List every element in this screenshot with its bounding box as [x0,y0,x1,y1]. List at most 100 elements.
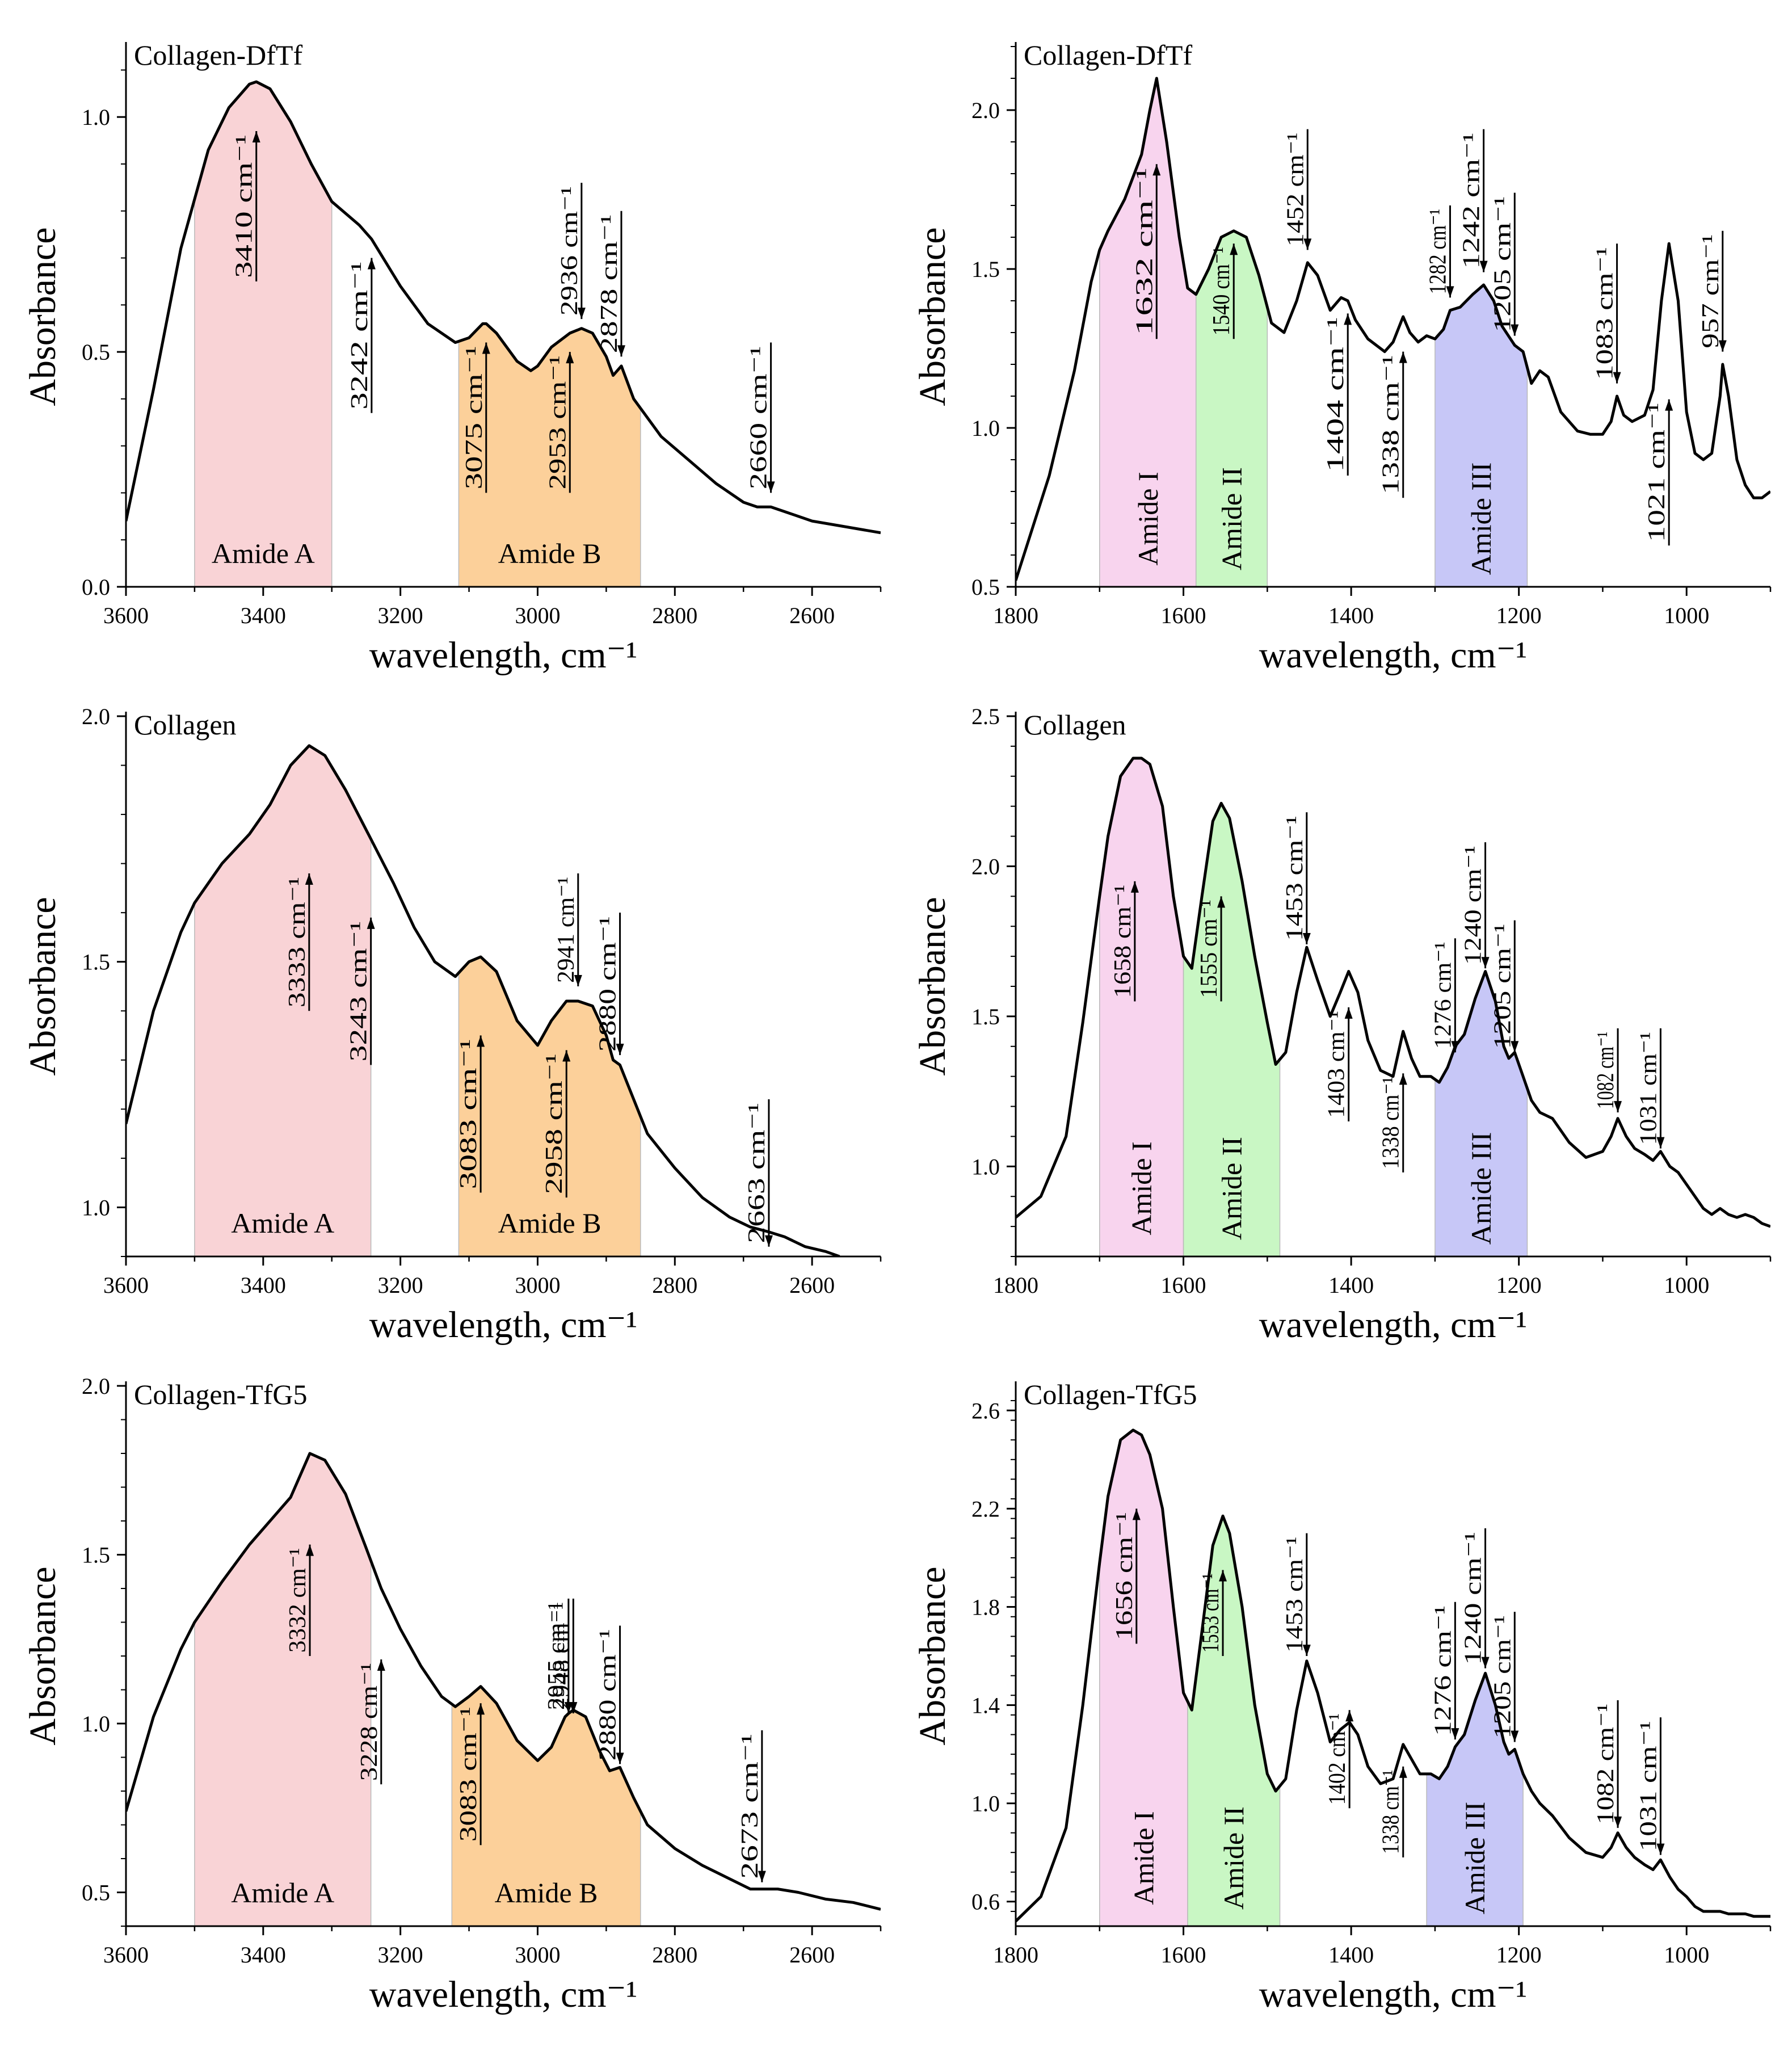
peak-label: 1021 cm⁻¹ [1644,403,1670,543]
peak-annotation: 2936 cm⁻¹ [557,183,586,320]
peak-arrow-head [482,342,490,354]
peak-label: 2936 cm⁻¹ [557,186,583,316]
peak-label: 3410 cm⁻¹ [232,135,258,278]
peak-arrow-head [1511,324,1519,336]
peak-annotation: 1282 cm⁻¹ [1425,205,1454,298]
peak-arrow-head [1656,1843,1665,1855]
peak-arrow-head [1217,896,1226,908]
band-amide-a [194,1453,372,1926]
y-tick-label: 1.0 [82,1195,110,1220]
band-label: Amide A [231,1877,334,1909]
peak-arrow-head [1344,1007,1353,1019]
x-tick-label: 1400 [1328,1272,1374,1298]
band-label: Amide B [498,1207,601,1239]
peak-annotation: 1082 cm⁻¹ [1593,1700,1622,1828]
peak-label: 3242 cm⁻¹ [347,262,373,410]
spectrum-line [1016,1428,1770,1923]
peak-arrow-head [569,1702,578,1714]
peak-arrow-head [367,258,376,270]
peak-arrow-head [767,481,775,493]
peak-annotation: 3410 cm⁻¹ [232,131,260,281]
y-tick-label: 2.0 [82,1373,110,1399]
peak-annotation: 2953 cm⁻¹ [545,352,574,493]
peak-arrow-head [1451,1728,1459,1740]
band-label: Amide B [498,537,601,569]
peak-annotation: 3332 cm⁻¹ [285,1544,314,1656]
peak-annotation: 1031 cm⁻¹ [1635,1717,1665,1855]
peak-annotation: 1276 cm⁻¹ [1430,1602,1459,1740]
peak-annotation: 3083 cm⁻¹ [456,1703,485,1846]
peak-annotation: 1338 cm⁻¹ [1378,1073,1407,1172]
peak-annotation: 1632 cm⁻¹ [1131,164,1161,339]
peak-label: 3243 cm⁻¹ [346,921,372,1062]
peak-annotation: 2880 cm⁻¹ [595,1625,624,1764]
peak-label: 1205 cm⁻¹ [1490,1615,1516,1738]
peak-annotation: 1205 cm⁻¹ [1490,1612,1519,1742]
peak-arrow-head [1479,260,1488,272]
peak-label: 1404 cm⁻¹ [1323,317,1349,472]
peak-annotation: 1338 cm⁻¹ [1378,1766,1407,1857]
peak-label: 2673 cm⁻¹ [737,1734,763,1879]
y-tick-label: 0.5 [971,574,1000,600]
peak-label: 3075 cm⁻¹ [461,346,487,490]
peak-annotation: 1240 cm⁻¹ [1461,842,1490,969]
peak-label: 2878 cm⁻¹ [596,215,622,354]
peak-arrow-head [1614,1101,1622,1113]
x-axis-title: wavelength, cm⁻¹ [1259,634,1527,676]
peak-label: 1453 cm⁻¹ [1282,816,1308,941]
x-tick-label: 2800 [652,1942,697,1968]
panel-title: Collagen [1024,709,1126,741]
spectrum-line [126,80,881,535]
peak-arrow-head [252,131,260,143]
peak-label: 3332 cm⁻¹ [285,1548,311,1653]
x-axis-title: wavelength, cm⁻¹ [1259,1304,1527,1346]
peak-arrow-head [1132,1508,1141,1520]
peak-label: 1402 cm⁻¹ [1324,1713,1351,1805]
peak-arrow-head [574,975,582,986]
y-tick-label: 1.4 [971,1693,1000,1718]
peak-arrow-head [1613,372,1621,384]
y-tick-label: 2.0 [971,854,1000,879]
peak-annotation: 957 cm⁻¹ [1698,230,1727,352]
peak-arrow-head [306,1544,314,1556]
spectrum-panel-2: Amide I Amide II Amide III 1800 1600 1400 1200… [912,39,1772,676]
peak-annotation: 1403 cm⁻¹ [1324,1007,1353,1121]
peak-label: 2880 cm⁻¹ [595,916,621,1052]
peak-annotation: 1540 cm⁻¹ [1209,243,1238,339]
spectrum-panel-4: Amide I Amide II Amide III 1800 1600 1400 1200… [912,704,1772,1346]
peak-arrow-head [1130,881,1139,893]
x-tick-label: 1200 [1496,1272,1542,1298]
y-tick-label: 1.8 [971,1594,1000,1620]
peak-arrow-head [1302,932,1311,944]
y-tick-label: 2.0 [971,98,1000,123]
y-tick-label: 1.0 [971,1154,1000,1179]
x-tick-label: 3000 [515,1272,560,1298]
peak-label: 1540 cm⁻¹ [1209,247,1235,335]
peak-label: 1658 cm⁻¹ [1110,885,1136,998]
peak-arrow-head [1344,313,1352,325]
panel-title: Collagen-DfTf [1024,39,1192,71]
peak-annotation: 1658 cm⁻¹ [1110,881,1139,1002]
peak-annotation: 3075 cm⁻¹ [461,342,490,493]
peak-label: 3333 cm⁻¹ [284,877,310,1007]
y-axis-title: Absorbance [22,227,64,406]
peak-arrow-head [616,1044,624,1056]
peak-label: 1082 cm⁻¹ [1593,1032,1619,1109]
peak-annotation: 1021 cm⁻¹ [1644,399,1673,546]
peak-arrow-head [1399,1766,1407,1778]
band-label: Amide II [1218,1806,1250,1910]
peak-arrow-head [1152,164,1161,176]
peak-annotation: 1555 cm⁻¹ [1196,896,1226,1002]
peak-label: 2958 cm⁻¹ [541,1054,567,1195]
peak-label: 3228 cm⁻¹ [356,1663,382,1781]
peak-annotation: 1240 cm⁻¹ [1461,1528,1490,1668]
peak-annotation: 1031 cm⁻¹ [1635,1028,1665,1149]
x-tick-label: 1400 [1328,1942,1374,1968]
peak-annotation: 3242 cm⁻¹ [347,258,376,413]
peak-label: 2948 cm⁻¹ [548,1602,574,1710]
peak-label: 1338 cm⁻¹ [1378,1077,1404,1169]
peak-arrow-head [577,308,586,320]
peak-label: 2955 cm⁻¹ [544,1602,570,1710]
panel-title: Collagen [134,709,237,741]
peak-label: 1282 cm⁻¹ [1425,209,1451,294]
